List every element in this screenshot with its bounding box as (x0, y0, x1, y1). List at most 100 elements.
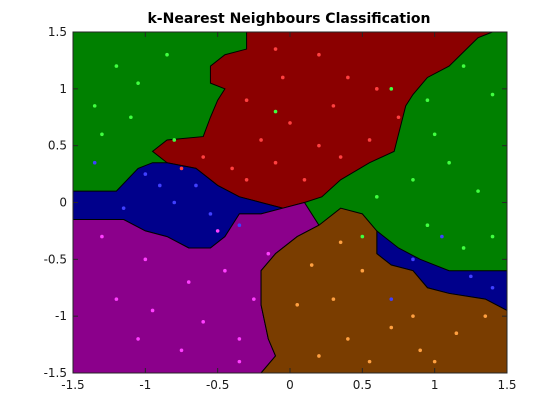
data-point-blue-7 (440, 234, 444, 239)
x-tick-label: 0.5 (353, 378, 372, 392)
data-point-green-16 (461, 246, 466, 250)
data-point-magenta-11 (266, 251, 271, 256)
data-point-magenta-10 (252, 297, 256, 301)
x-axis-ticks: -1.5 -1 -0.5 0 0.5 1 1.5 (61, 32, 517, 392)
data-point-green-8 (425, 98, 430, 102)
y-tick-label: -1 (55, 309, 67, 323)
y-tick-label: 0 (59, 196, 67, 210)
data-point-green-15 (425, 223, 430, 228)
data-point-brown-8 (483, 314, 488, 318)
data-point-magenta-12 (215, 229, 220, 233)
data-point-blue-9 (389, 297, 394, 301)
data-point-red-16 (331, 104, 336, 108)
data-point-magenta-2 (186, 280, 191, 284)
data-point-red-3 (375, 87, 379, 91)
x-tick-label: 1.5 (497, 378, 516, 392)
data-point-green-9 (461, 64, 466, 68)
chart-title: k-Nearest Neighbours Classification (148, 11, 431, 27)
data-point-blue-12 (158, 183, 162, 188)
data-point-red-5 (288, 121, 292, 125)
data-point-green-11 (432, 132, 437, 137)
data-point-red-10 (273, 160, 278, 165)
data-point-magenta-1 (143, 257, 148, 262)
plot-area (72, 31, 508, 374)
data-point-green-1 (136, 81, 140, 85)
data-point-green-0 (114, 64, 119, 68)
y-tick-label: 0.5 (48, 139, 67, 153)
data-point-green-3 (92, 104, 97, 108)
data-point-magenta-6 (201, 320, 205, 324)
data-point-brown-6 (418, 348, 423, 353)
data-point-green-18 (360, 234, 365, 239)
data-point-blue-2 (172, 200, 177, 205)
data-point-red-17 (179, 166, 184, 171)
data-point-blue-4 (208, 212, 213, 216)
data-point-brown-13 (432, 359, 437, 364)
data-point-magenta-9 (237, 337, 242, 341)
data-point-brown-10 (367, 359, 372, 364)
data-point-blue-0 (92, 160, 97, 165)
data-point-blue-1 (143, 172, 148, 176)
data-point-blue-10 (411, 257, 415, 262)
data-point-red-15 (280, 75, 285, 80)
x-tick-label: 1 (431, 378, 439, 392)
data-point-brown-5 (317, 354, 321, 358)
data-point-magenta-7 (136, 337, 140, 341)
data-point-brown-7 (454, 331, 459, 336)
data-point-magenta-8 (179, 348, 184, 353)
data-point-magenta-3 (114, 297, 119, 301)
data-point-red-9 (230, 166, 234, 171)
data-point-red-8 (201, 155, 205, 159)
data-point-green-19 (375, 195, 379, 199)
data-point-red-13 (396, 115, 401, 120)
data-point-green-12 (411, 177, 415, 182)
data-point-blue-6 (237, 223, 242, 228)
data-point-red-6 (317, 143, 321, 148)
decision-regions (72, 31, 508, 374)
data-point-green-2 (165, 52, 169, 57)
data-point-red-1 (317, 52, 321, 57)
data-point-brown-3 (389, 325, 394, 330)
data-point-brown-4 (346, 337, 350, 341)
data-point-red-2 (346, 75, 350, 80)
data-point-green-5 (172, 138, 177, 142)
data-point-red-11 (302, 177, 307, 182)
data-point-green-6 (100, 132, 104, 137)
data-point-red-12 (367, 138, 372, 142)
data-point-brown-2 (360, 268, 365, 273)
data-point-green-7 (389, 87, 394, 91)
y-tick-label: 1 (59, 82, 67, 96)
data-point-magenta-13 (237, 359, 242, 364)
data-point-blue-11 (490, 285, 495, 290)
data-point-red-7 (338, 155, 343, 159)
x-tick-label: -0.5 (206, 378, 229, 392)
data-point-green-4 (129, 115, 133, 120)
data-point-brown-12 (411, 314, 415, 318)
data-point-green-10 (490, 92, 495, 97)
y-tick-label: -1.5 (44, 366, 67, 380)
x-tick-label: -1.5 (61, 378, 84, 392)
y-tick-label: 1.5 (48, 25, 67, 39)
x-tick-label: -1 (139, 378, 151, 392)
data-point-green-13 (447, 160, 451, 165)
data-point-red-0 (273, 47, 278, 51)
data-point-green-17 (490, 234, 495, 239)
data-point-red-4 (244, 98, 249, 102)
data-point-blue-5 (194, 183, 198, 188)
data-point-magenta-4 (150, 308, 155, 313)
data-point-magenta-5 (223, 268, 227, 273)
x-tick-label: 0 (286, 378, 294, 392)
y-axis-ticks: -1.5 -1 -0.5 0 0.5 1 1.5 (44, 25, 507, 380)
data-point-magenta-0 (100, 234, 104, 239)
data-point-red-14 (259, 138, 263, 142)
data-point-brown-0 (309, 263, 314, 267)
data-point-green-20 (273, 109, 278, 114)
data-point-brown-9 (295, 303, 300, 307)
data-point-brown-1 (331, 297, 336, 301)
data-point-blue-8 (469, 274, 473, 279)
y-tick-label: -0.5 (44, 252, 67, 266)
training-points (92, 47, 495, 364)
data-point-brown-11 (338, 240, 343, 245)
data-point-red-18 (244, 177, 249, 182)
